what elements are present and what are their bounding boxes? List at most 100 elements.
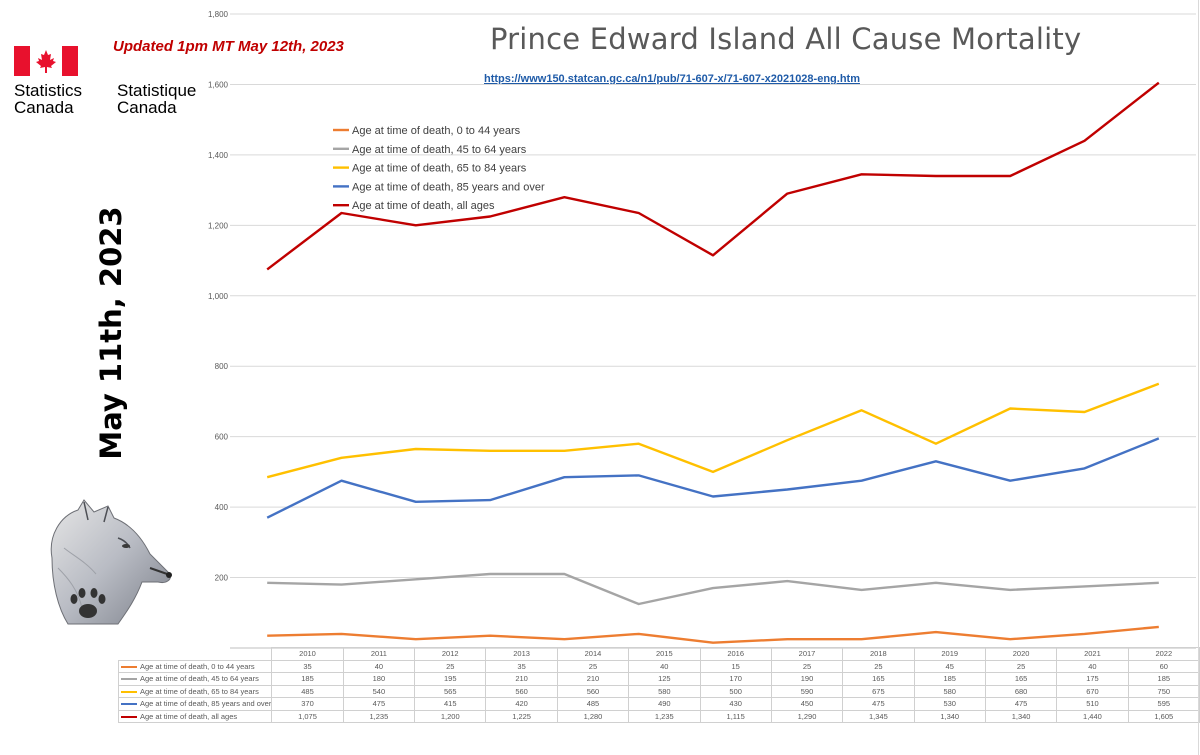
data-label: 175 — [1056, 672, 1129, 686]
data-label: 475 — [342, 697, 416, 711]
data-label: 40 — [628, 659, 701, 673]
data-label: 420 — [485, 697, 558, 711]
data-label: 180 — [342, 672, 416, 686]
data-label: 165 — [842, 672, 915, 686]
table-swatch — [121, 703, 137, 706]
data-label: 595 — [1127, 697, 1200, 711]
org-en-line2: Canada — [14, 98, 74, 117]
canada-flag-icon — [14, 46, 78, 76]
data-label: 25 — [842, 659, 915, 673]
data-label: 675 — [842, 684, 915, 698]
org-fr-line2: Canada — [117, 98, 177, 117]
x-tick-label: 2020 — [984, 647, 1058, 661]
table-swatch — [121, 690, 137, 693]
data-label: 485 — [271, 684, 344, 698]
data-label: 580 — [628, 684, 701, 698]
table-row: Age at time of death, all ages 1,075 1,235… — [117, 709, 1200, 723]
data-label: 25 — [770, 659, 844, 673]
x-tick-label: 2011 — [342, 647, 416, 661]
table-row-header: Age at time of death, 65 to 84 years — [117, 684, 273, 698]
legend-label: Age at time of death, all ages — [352, 200, 495, 212]
data-label: 415 — [414, 697, 487, 711]
y-tick-label: 400 — [215, 503, 229, 512]
y-tick-label: 1,400 — [208, 151, 229, 160]
x-tick-label: 2012 — [414, 647, 487, 661]
series-line — [266, 437, 1160, 519]
data-label: 40 — [1056, 659, 1129, 673]
x-tick-label: 2022 — [1127, 647, 1200, 661]
statistics-canada-wordmark: Statistics Canada — [14, 82, 82, 116]
data-label: 500 — [699, 684, 772, 698]
data-label: 540 — [342, 684, 416, 698]
statistique-canada-wordmark: Statistique Canada — [117, 82, 196, 116]
table-row: Age at time of death, 65 to 84 years 485 5… — [117, 684, 1200, 698]
table-series-name: Age at time of death, 0 to 44 years — [140, 661, 255, 671]
data-label: 680 — [984, 684, 1058, 698]
data-label: 25 — [414, 659, 487, 673]
data-label: 490 — [628, 697, 701, 711]
chart-frame-border — [1198, 0, 1199, 755]
data-label: 125 — [628, 672, 701, 686]
y-tick-label: 200 — [215, 574, 229, 583]
data-label: 25 — [556, 659, 630, 673]
x-tick-label: 2017 — [770, 647, 844, 661]
data-label: 590 — [770, 684, 844, 698]
data-label: 210 — [556, 672, 630, 686]
table-row: Age at time of death, 45 to 64 years 185 1… — [117, 672, 1200, 686]
series-line — [267, 625, 1159, 644]
x-tick-label: 2010 — [271, 647, 344, 661]
y-tick-label: 1,000 — [208, 292, 229, 301]
data-label: 1,345 — [842, 709, 915, 723]
data-label: 35 — [485, 659, 558, 673]
x-tick-label: 2014 — [556, 647, 630, 661]
data-label: 560 — [556, 684, 630, 698]
data-label: 1,225 — [485, 709, 558, 723]
table-header-row: 2010 2011 2012 2013 2014 2015 2016 2017 2018 2019… — [118, 647, 1200, 661]
data-label: 1,280 — [556, 709, 630, 723]
data-label: 560 — [485, 684, 558, 698]
data-label: 1,235 — [342, 709, 416, 723]
data-label: 190 — [770, 672, 844, 686]
table-swatch — [121, 678, 137, 681]
data-label: 195 — [414, 672, 487, 686]
data-label: 1,075 — [271, 709, 344, 723]
table-corner-cell — [118, 647, 273, 661]
y-tick-label: 1,200 — [208, 221, 229, 230]
data-label: 165 — [984, 672, 1058, 686]
data-label: 670 — [1056, 684, 1129, 698]
data-label: 15 — [699, 659, 772, 673]
table-row: Age at time of death, 0 to 44 years 35 40 2… — [117, 659, 1200, 673]
data-label: 485 — [556, 697, 630, 711]
data-label: 45 — [913, 659, 986, 673]
wolf-paw-logo — [50, 499, 172, 625]
table-row-header: Age at time of death, 45 to 64 years — [117, 672, 273, 686]
data-label: 1,235 — [628, 709, 701, 723]
table-series-name: Age at time of death, 65 to 84 years — [140, 686, 259, 696]
data-label: 565 — [414, 684, 487, 698]
data-label: 1,115 — [699, 709, 772, 723]
data-label: 185 — [271, 672, 344, 686]
data-label: 60 — [1127, 659, 1200, 673]
x-tick-label: 2021 — [1056, 647, 1129, 661]
y-tick-label: 800 — [215, 362, 229, 371]
x-tick-label: 2016 — [699, 647, 772, 661]
data-label: 750 — [1127, 684, 1200, 698]
legend-label: Age at time of death, 85 years and over — [352, 181, 545, 193]
source-link[interactable]: https://www150.statcan.gc.ca/n1/pub/71-6… — [484, 73, 860, 85]
legend-label: Age at time of death, 0 to 44 years — [352, 125, 521, 137]
data-label: 1,340 — [984, 709, 1058, 723]
data-label: 1,605 — [1127, 709, 1200, 723]
updated-note: Updated 1pm MT May 12th, 2023 — [113, 38, 344, 55]
data-label: 510 — [1056, 697, 1129, 711]
data-label: 210 — [485, 672, 558, 686]
data-label: 1,200 — [414, 709, 487, 723]
series-line — [266, 81, 1160, 271]
data-label: 185 — [913, 672, 986, 686]
y-tick-label: 600 — [215, 433, 229, 442]
data-label: 475 — [984, 697, 1058, 711]
data-label: 530 — [913, 697, 986, 711]
x-tick-label: 2018 — [842, 647, 915, 661]
table-series-name: Age at time of death, 45 to 64 years — [140, 674, 259, 684]
table-row-header: Age at time of death, 85 years and over — [117, 697, 273, 711]
